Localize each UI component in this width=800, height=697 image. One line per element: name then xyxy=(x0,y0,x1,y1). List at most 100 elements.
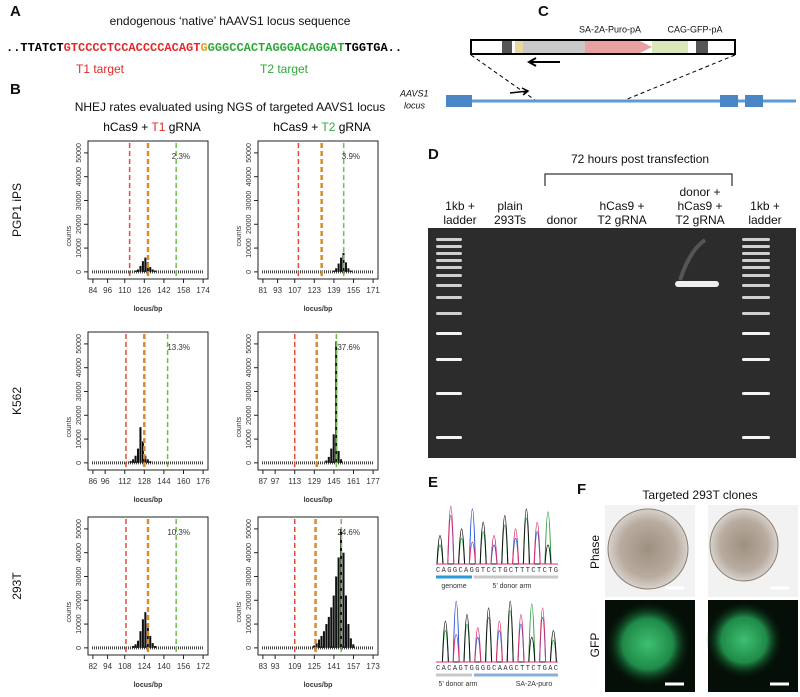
ladder-band xyxy=(436,252,462,255)
bracket xyxy=(544,173,733,186)
y-tick-label: 30000 xyxy=(76,382,83,402)
region-label: genome xyxy=(441,583,466,590)
x-tick-label: 125 xyxy=(308,662,322,671)
panel-label: A xyxy=(10,3,21,20)
aavs1-locus xyxy=(446,87,796,107)
ladder-band xyxy=(742,245,770,248)
x-axis-label: locus/bp xyxy=(134,497,163,504)
y-tick-label: 50000 xyxy=(246,519,253,539)
y-tick-label: 50000 xyxy=(76,334,83,354)
histogram-bar xyxy=(342,252,345,272)
y-tick-label: 10000 xyxy=(246,238,253,258)
column-header: hCas9 + T1 gRNA xyxy=(103,120,201,134)
plot-frame xyxy=(87,331,209,471)
ladder-band xyxy=(436,332,462,335)
y-tick-label: 20000 xyxy=(246,590,253,610)
histogram-bar xyxy=(139,265,142,272)
target-label: T1 target xyxy=(76,62,125,76)
histogram-bar xyxy=(132,645,135,648)
annotation: 24.6% xyxy=(337,528,360,537)
histogram-bar xyxy=(342,552,345,648)
ladder-band xyxy=(436,296,462,299)
ladder-band xyxy=(742,266,770,269)
histogram-bar xyxy=(320,635,323,648)
ladder-band xyxy=(742,296,770,299)
micrographs xyxy=(605,505,798,692)
locus-label: locus xyxy=(404,100,426,110)
sequence-segment: GTCCCCTCCACCCCACAGT xyxy=(64,41,201,55)
histogram-bar xyxy=(144,612,147,648)
histogram-bar xyxy=(327,456,330,463)
y-tick-label: 10000 xyxy=(76,238,83,258)
x-tick-label: 126 xyxy=(138,286,152,295)
annotation: 2.3% xyxy=(172,152,190,161)
lane-label: 293Ts xyxy=(494,213,526,227)
histogram-bar xyxy=(313,645,316,648)
y-tick-label: 0 xyxy=(76,461,83,465)
row-label: GFP xyxy=(588,633,602,658)
histogram-bar xyxy=(344,595,347,648)
x-tick-label: 176 xyxy=(196,477,210,486)
plot-frame xyxy=(257,331,379,471)
x-tick-label: 107 xyxy=(288,286,302,295)
histogram-bar xyxy=(335,576,338,648)
ladder-band xyxy=(742,238,770,241)
y-tick-label: 10000 xyxy=(246,429,253,449)
histogram-bar xyxy=(337,450,340,463)
ladder-band xyxy=(742,358,770,361)
x-axis-label: locus/bp xyxy=(304,497,333,504)
histogram-bar xyxy=(136,269,140,272)
x-tick-label: 141 xyxy=(327,662,341,671)
x-tick-label: 110 xyxy=(118,286,131,295)
panel-label: C xyxy=(538,3,549,20)
histogram-bar xyxy=(129,460,132,463)
ladder-band xyxy=(436,266,462,269)
x-axis-label: locus/bp xyxy=(304,306,333,313)
x-tick-label: 161 xyxy=(347,477,361,486)
histogram-bar xyxy=(325,460,328,463)
histogram-bar xyxy=(149,635,152,648)
ladder-band xyxy=(436,238,462,241)
histogram-bar xyxy=(146,459,149,463)
histogram-bar xyxy=(332,434,335,463)
x-tick-label: 108 xyxy=(118,662,132,671)
histogram-bar xyxy=(330,448,333,463)
histogram-bar xyxy=(352,644,355,648)
x-tick-label: 93 xyxy=(273,286,282,295)
x-tick-label: 157 xyxy=(347,662,361,671)
header-segment: T2 xyxy=(321,120,335,134)
x-tick-label: 142 xyxy=(157,286,171,295)
lane-label: T2 gRNA xyxy=(597,213,646,227)
histogram-bar xyxy=(151,269,154,272)
x-tick-label: 84 xyxy=(88,286,97,295)
y-tick-label: 40000 xyxy=(246,543,253,563)
x-tick-label: 156 xyxy=(177,662,191,671)
histogram-bar xyxy=(340,459,343,463)
histogram-bar xyxy=(136,448,140,463)
y-tick-label: 10000 xyxy=(76,614,83,634)
ladder-band xyxy=(436,392,462,395)
panel-title: Targeted 293T clones xyxy=(642,488,757,502)
ladder-band xyxy=(742,259,770,262)
annotation: 37.6% xyxy=(337,343,360,352)
x-tick-label: 96 xyxy=(103,286,112,295)
y-tick-label: 50000 xyxy=(76,519,83,539)
y-tick-label: 50000 xyxy=(246,143,253,163)
lane-label: plain xyxy=(497,199,522,213)
x-tick-label: 87 xyxy=(258,477,267,486)
row-label: PGP1 iPS xyxy=(10,183,24,237)
x-tick-label: 123 xyxy=(308,286,322,295)
lane-label: 1kb + xyxy=(445,199,475,213)
ladder-band xyxy=(742,252,770,255)
ladder-band xyxy=(742,312,770,315)
histogram-bar xyxy=(337,557,340,648)
sequence-segment: TGGTGA.. xyxy=(344,41,402,55)
panel-title: NHEJ rates evaluated using NGS of target… xyxy=(75,100,386,114)
x-tick-label: 97 xyxy=(271,477,280,486)
histogram-bar xyxy=(141,441,144,463)
row-label: K562 xyxy=(10,387,24,415)
x-tick-label: 174 xyxy=(196,286,210,295)
y-tick-label: 10000 xyxy=(246,614,253,634)
sequence-segment: G xyxy=(200,41,207,55)
